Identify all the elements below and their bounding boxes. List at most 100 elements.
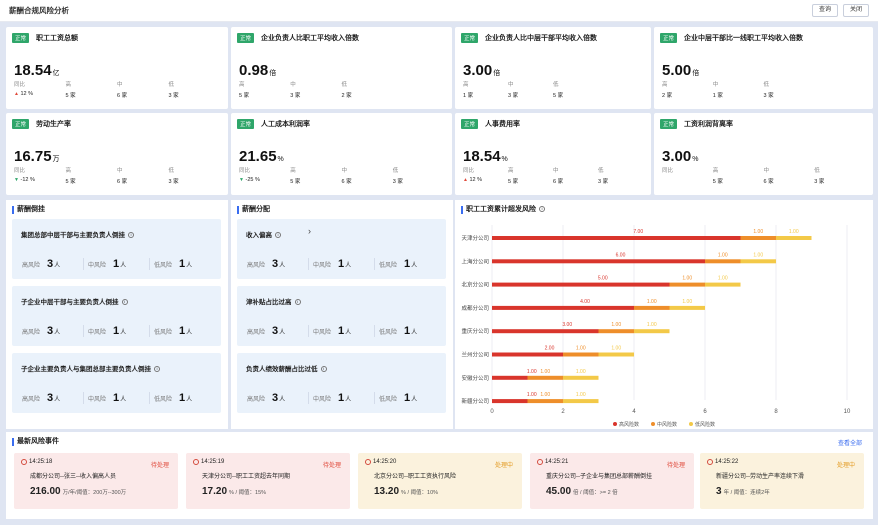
distribution-card[interactable]: 收入偏高 i 高风险 3 人 中风险 1 人 低风险 1 人 [237, 219, 446, 279]
chevron-right-icon[interactable]: › [308, 226, 311, 236]
risk-label: 中风险 [313, 397, 332, 403]
kpi-stat [598, 80, 643, 99]
kpi-card[interactable]: 正常 企业负责人比职工平均收入倍数 0.98倍 高 5 家 中 3 家 低 2 家 [231, 27, 452, 109]
kpi-card[interactable]: 正常 企业中层干部比一线职工平均收入倍数 5.00倍 高 2 家 中 1 家 低 3 … [654, 27, 873, 109]
kpi-title: 企业负责人比职工平均收入倍数 [261, 35, 359, 42]
event-desc: 新疆分公司--劳动生产率连续下滑 [716, 474, 804, 480]
kpi-card[interactable]: 正常 人工成本利润率 21.65% 同比 ▼ -25 % 高 5 家 中 6 家 低 3… [231, 113, 452, 195]
stat-value: 3 家 [168, 179, 179, 185]
stat-label: 中 [341, 168, 348, 174]
bar-segment [740, 236, 776, 240]
kpi-stat: 同比 ▼ -25 % [239, 166, 290, 185]
distribution-card[interactable]: 负责人绩效薪酬占比过低 i 高风险 3 人 中风险 1 人 低风险 1 人 [237, 353, 446, 413]
risk-mid: 中风险 1 人 [83, 325, 149, 337]
kpi-card[interactable]: 正常 企业负责人比中层干部平均收入倍数 3.00倍 高 1 家 中 3 家 低 5 家 [455, 27, 651, 109]
risk-card-title: 收入偏高 i [246, 229, 281, 239]
risk-row: 高风险 3 人 中风险 1 人 低风险 1 人 [243, 392, 440, 404]
risk-card-title-text: 津补贴占比过高 [246, 299, 292, 306]
stat-value: 1 家 [712, 93, 723, 99]
risk-row: 高风险 3 人 中风险 1 人 低风险 1 人 [243, 258, 440, 270]
stat-text: -25 % [245, 177, 260, 183]
event-card[interactable]: 14:25:21 待处理 重庆分公司--子企业与集团总部薪酬倒挂 45.00 倍 … [530, 453, 694, 509]
event-sub: 万/年/阈值：200万--300万 [62, 490, 127, 496]
stat-value: 3 家 [763, 93, 774, 99]
kpi-stats: 同比 ▼ -25 % 高 5 家 中 6 家 低 3 家 [239, 166, 444, 185]
stat-label: 中 [508, 82, 514, 88]
skew-card[interactable]: 集团总部中层干部与主要负责人倒挂 i 高风险 3 人 中风险 1 人 低风险 1 人 [12, 219, 221, 279]
kpi-card[interactable]: 正常 劳动生产率 16.75万 同比 ▼ -12 % 高 5 家 中 6 家 低 3 家 [6, 113, 228, 195]
risk-label: 低风险 [154, 330, 173, 336]
event-card[interactable]: 14:25:20 处理中 北京分公司--职工工资执行风险 13.20% / 阈值… [358, 453, 522, 509]
distribution-panel-title: 薪酬分配 [237, 206, 270, 214]
kpi-stat: 同比 [662, 166, 713, 185]
bar-segment [492, 236, 741, 240]
kpi-title: 劳动生产率 [36, 121, 71, 128]
stat-label: 高 [508, 168, 514, 174]
status-badge: 正常 [461, 119, 479, 129]
kpi-card[interactable]: 正常 人事费用率 18.54% 同比 ▲ 12 % 高 5 家 中 6 家 低 3 家 [455, 113, 651, 195]
info-icon[interactable]: i [121, 299, 128, 305]
stat-label: 低 [341, 82, 348, 88]
kpi-number: 5.00 [662, 62, 692, 79]
data-label: 1.00 [576, 392, 586, 398]
risk-mid: 中风险 1 人 [308, 325, 374, 337]
skew-panel-title: 薪酬倒挂 [12, 206, 45, 214]
info-icon[interactable]: i [539, 206, 545, 212]
event-status: 待处理 [150, 463, 169, 469]
risk-low: 低风险 1 人 [374, 392, 440, 404]
status-badge: 正常 [237, 33, 255, 43]
view-all-link[interactable]: 查看全部 [837, 441, 862, 447]
kpi-stat: 低 2 家 [342, 80, 393, 99]
risk-label: 高风险 [247, 263, 266, 269]
risk-label: 高风险 [247, 330, 266, 336]
event-time-text: 14:25:20 [373, 459, 397, 465]
stat-value: 5 家 [553, 93, 564, 99]
info-icon[interactable]: i [275, 232, 281, 238]
kpi-stat: 中 6 家 [764, 166, 815, 185]
stat-label: 低 [598, 168, 604, 174]
kpi-stat: 高 5 家 [290, 166, 341, 185]
stat-value: 1 家 [463, 91, 508, 99]
skew-card[interactable]: 子企业中层干部与主要负责人倒挂 i 高风险 3 人 中风险 1 人 低风险 1 人 [12, 286, 221, 346]
event-metric: 13.20% / 阈值：10% [374, 486, 515, 497]
query-button[interactable]: 查询 [811, 4, 838, 17]
info-icon[interactable]: i [128, 232, 134, 238]
close-button[interactable]: 关闭 [842, 4, 869, 17]
info-icon[interactable]: i [154, 366, 160, 372]
stat-text: 12 % [20, 91, 34, 97]
risk-value: 1 [179, 325, 186, 337]
risk-unit: 人 [120, 397, 127, 403]
info-icon[interactable]: i [294, 299, 301, 305]
event-card[interactable]: 14:25:18 待处理 成都分公司--张三--收入偏高人员 216.00 万/年… [14, 453, 178, 509]
stat-label: 中 [763, 168, 770, 174]
kpi-card[interactable]: 正常 职工工资总额 18.54亿 同比 ▲ 12 % 高 5 家 中 6 家 低 3 家 [6, 27, 228, 109]
bar-segment [705, 259, 741, 264]
legend-marker [613, 422, 617, 426]
kpi-title: 职工工资总额 [36, 35, 78, 42]
kpi-number: 18.54 [14, 62, 52, 79]
kpi-stat: 低 3 家 [169, 166, 221, 185]
event-metric: 17.20% / 阈值：15% [202, 486, 343, 497]
stat-value: ▼ -12 % [14, 177, 66, 183]
kpi-card[interactable]: 正常 工资利润背离率 3.00% 同比 高 5 家 中 6 家 低 3 家 [654, 113, 873, 195]
risk-card-title: 子企业中层干部与主要负责人倒挂 i [21, 296, 128, 306]
kpi-stats: 同比 ▼ -12 % 高 5 家 中 6 家 低 3 家 [14, 166, 220, 185]
x-tick-label: 10 [844, 409, 851, 415]
status-badge: 正常 [12, 33, 30, 43]
y-tick-label: 上海分公司 [461, 257, 489, 265]
bar-segment [598, 352, 634, 357]
stat-value: 2 家 [662, 91, 713, 99]
event-card[interactable]: 14:25:19 待处理 天津分公司--职工工资超去年同期 17.20% / 阈… [186, 453, 350, 509]
risk-value: 1 [338, 325, 345, 337]
risk-value: 1 [113, 392, 120, 404]
data-label: 1.00 [576, 369, 586, 375]
skew-card[interactable]: 子企业主要负责人与集团总部主要负责人倒挂 i 高风险 3 人 中风险 1 人 低风险 1 人 [12, 353, 221, 413]
info-icon[interactable]: i [320, 366, 327, 372]
stat-value: 5 家 [290, 179, 301, 185]
y-tick-label: 北京分公司 [461, 281, 489, 289]
legend-label: 中风险数 [657, 421, 677, 428]
distribution-card[interactable]: 津补贴占比过高 i 高风险 3 人 中风险 1 人 低风险 1 人 [237, 286, 446, 346]
stat-text: -12 % [20, 177, 35, 183]
